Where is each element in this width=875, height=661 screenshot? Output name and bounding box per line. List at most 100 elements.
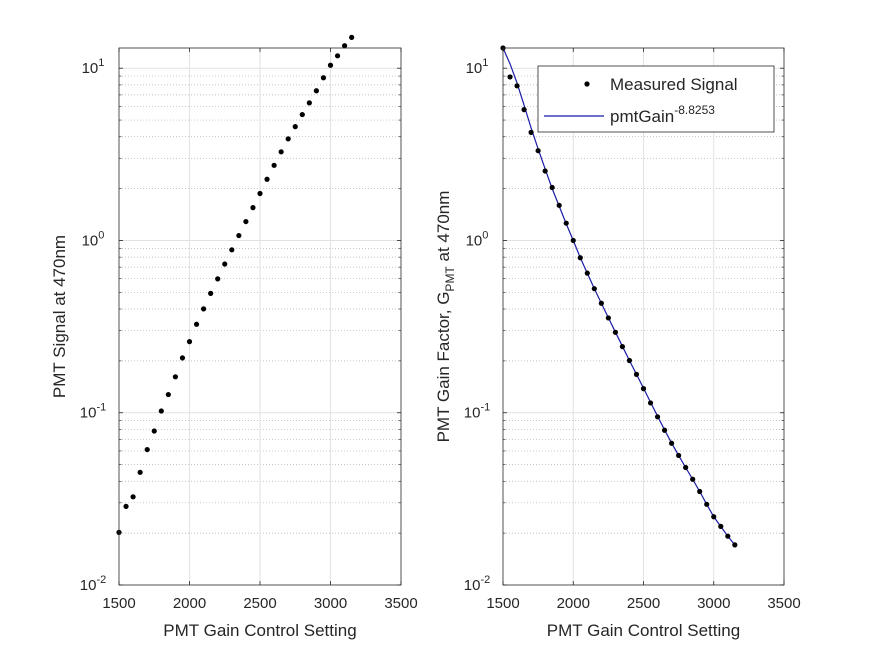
data-point (144, 446, 150, 453)
x-tick-label: 1500 (102, 595, 135, 612)
data-point (626, 357, 633, 364)
y-tick-label: 10-1 (464, 402, 490, 422)
y-tick-label: 101 (82, 57, 105, 77)
data-point (264, 176, 270, 182)
data-point (584, 270, 590, 276)
data-point (542, 168, 548, 174)
data-point (633, 371, 640, 377)
legend-box (537, 65, 775, 133)
data-point (697, 488, 703, 495)
data-point (690, 476, 696, 482)
y-axis-label: PMT Signal at 470nm (50, 235, 69, 398)
data-point (320, 75, 327, 81)
data-point (683, 464, 689, 471)
x-tick-label: 2000 (557, 595, 590, 612)
data-point (669, 440, 675, 446)
series-1-1 (502, 47, 736, 546)
data-point (718, 523, 724, 529)
data-point (201, 306, 207, 312)
y-tick-label: 10-1 (80, 402, 106, 422)
data-point (236, 232, 242, 239)
data-point (570, 237, 576, 244)
data-point (158, 408, 164, 414)
data-point (732, 542, 738, 548)
data-point (528, 129, 534, 135)
major-grid (119, 48, 401, 585)
data-point (179, 355, 186, 361)
data-point (306, 100, 312, 106)
data-point (278, 149, 284, 155)
data-point (222, 261, 228, 267)
data-point (137, 469, 143, 475)
data-point (711, 514, 717, 520)
y-tick-label: 10-2 (80, 574, 106, 594)
data-point (535, 148, 541, 154)
data-point (313, 88, 319, 94)
y-axis-label: PMT Gain Factor, GPMT at 470nm (434, 191, 457, 443)
points-1-0 (500, 45, 738, 548)
data-point (271, 162, 277, 168)
data-point (612, 329, 619, 335)
data-point (549, 184, 555, 191)
data-point (349, 34, 355, 40)
right-axes: 1500 2000 2500 3000 3500 10-2 10-1 100 101 PMT Ga… (434, 45, 801, 640)
data-point (257, 190, 263, 197)
y-tick-label: 100 (82, 229, 105, 249)
x-axis-label: PMT Gain Control Setting (547, 621, 740, 640)
legend-marker (584, 81, 590, 87)
data-point (676, 452, 682, 459)
data-point (165, 391, 171, 398)
left-axes: 1500 2000 2500 3000 3500 10-2 10-1 100 101 PMT Ga… (50, 34, 418, 640)
data-point (591, 286, 597, 292)
data-point (151, 428, 157, 434)
data-point (342, 43, 348, 49)
x-tick-label: 2500 (243, 595, 276, 612)
x-ticks: 1500 2000 2500 3000 3500 (486, 48, 801, 612)
data-point (215, 276, 221, 282)
x-tick-label: 3500 (767, 595, 800, 612)
data-point (130, 494, 136, 500)
data-point (661, 427, 668, 433)
data-point (507, 74, 513, 80)
data-point (725, 533, 731, 539)
data-point (619, 344, 626, 350)
data-point (514, 83, 520, 89)
data-point (640, 386, 647, 392)
data-point (598, 300, 604, 306)
legend-label: Measured Signal (610, 75, 738, 94)
x-tick-label: 2000 (173, 595, 206, 612)
y-ticks: 10-2 10-1 100 101 (80, 57, 401, 594)
y-tick-label: 100 (466, 229, 489, 249)
data-point (563, 220, 569, 226)
data-point (229, 247, 235, 253)
data-point (250, 205, 256, 211)
x-tick-label: 1500 (486, 595, 519, 612)
legend: Measured Signal pmtGain-8.8253 (537, 65, 775, 133)
data-point (556, 202, 562, 208)
fit-line (502, 47, 736, 546)
data-point (292, 124, 298, 130)
data-point (193, 321, 200, 327)
data-point (647, 400, 654, 406)
x-tick-label: 3500 (384, 595, 417, 612)
y-ticks: 10-2 10-1 100 101 (464, 57, 784, 594)
y-tick-label: 10-2 (464, 574, 490, 594)
data-point (243, 218, 249, 225)
points-0-0 (116, 34, 355, 535)
data-point (285, 136, 291, 142)
y-tick-label: 101 (466, 57, 489, 77)
x-ticks: 1500 2000 2500 3000 3500 (102, 48, 418, 612)
data-point (172, 374, 178, 380)
x-tick-label: 2500 (627, 595, 660, 612)
data-point (605, 315, 611, 321)
data-point (123, 503, 129, 509)
data-point (704, 501, 710, 507)
x-tick-label: 3000 (697, 595, 730, 612)
data-point (299, 111, 305, 118)
data-point (208, 290, 214, 296)
x-tick-label: 3000 (314, 595, 347, 612)
data-point (654, 414, 661, 420)
legend-label: pmtGain-8.8253 (610, 103, 715, 126)
